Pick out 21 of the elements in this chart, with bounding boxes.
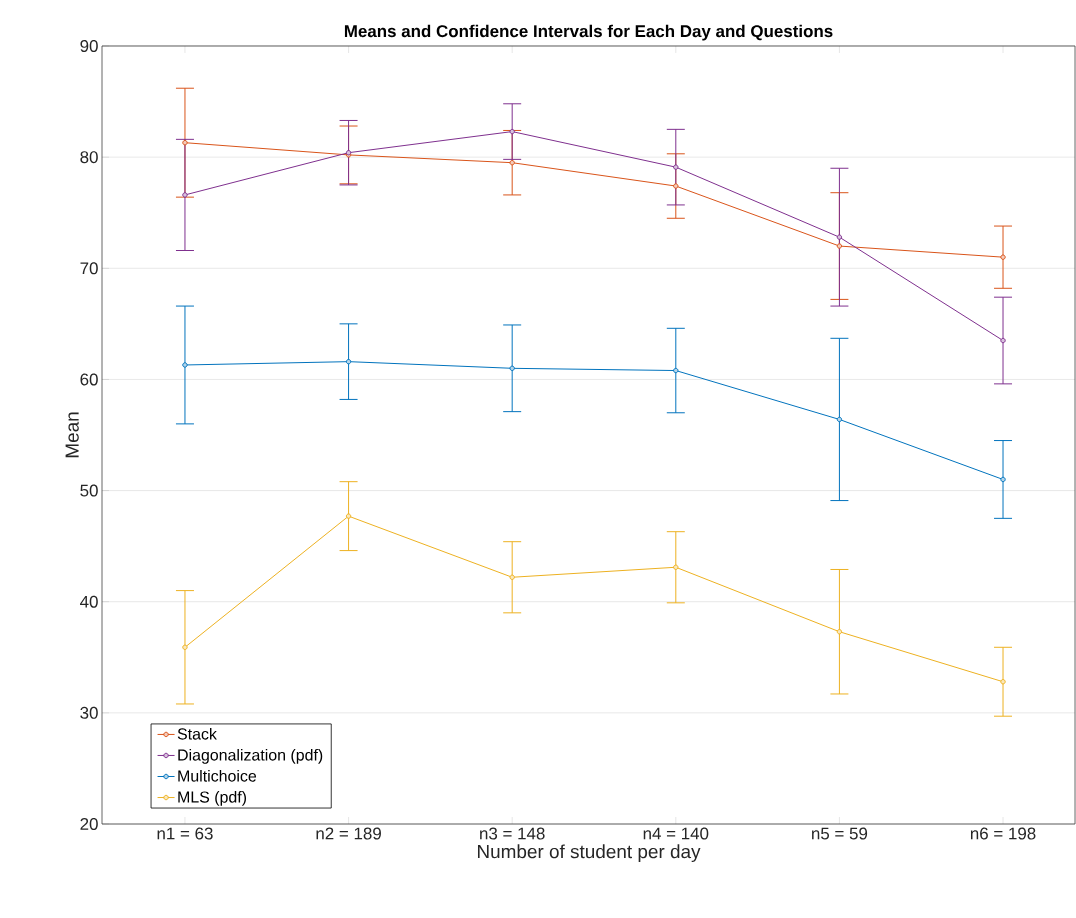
legend-label: MLS (pdf) [178, 791, 247, 806]
y-tick-label: 60 [80, 373, 98, 386]
x-tick-label: n2 = 189 [316, 827, 381, 840]
x-tick-label: n4 = 140 [643, 827, 709, 840]
y-tick-label: 20 [80, 818, 98, 830]
x-tick-label: n1 = 63 [157, 827, 213, 840]
y-tick-label: 90 [80, 40, 98, 52]
legend-label: Diagonalization (pdf) [178, 748, 323, 764]
y-tick-label: 70 [80, 262, 98, 275]
chart-title: Means and Confidence Intervals for Each Day and Questions [344, 24, 833, 41]
y-tick-label: 40 [80, 595, 98, 608]
x-tick-label: n6 = 198 [970, 827, 1036, 840]
x-tick-label: n5 = 59 [812, 827, 868, 840]
legend-label: Stack [177, 727, 217, 740]
y-tick-label: 30 [80, 706, 98, 719]
legend-label: Multichoice [178, 769, 257, 782]
x-tick-label: n3 = 148 [480, 827, 545, 840]
y-tick-label: 50 [80, 484, 98, 497]
x-axis-title: Number of student per day [477, 844, 701, 862]
y-axis-title: Mean [65, 412, 79, 458]
y-tick-label: 80 [80, 151, 98, 164]
